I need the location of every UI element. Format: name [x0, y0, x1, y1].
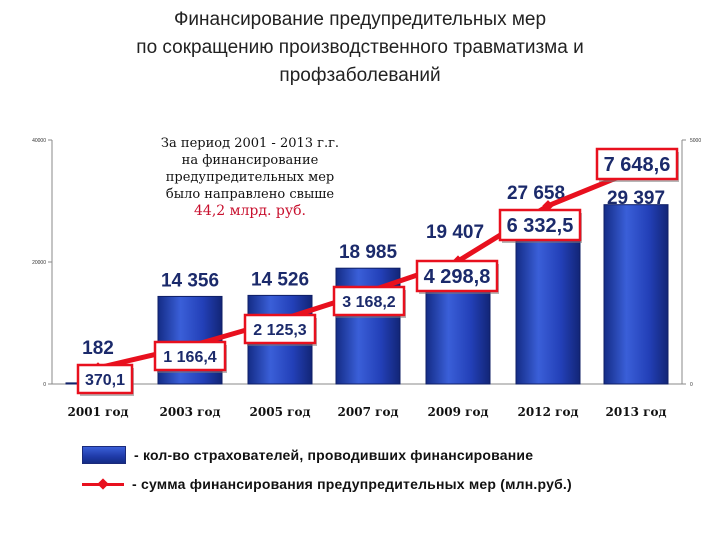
x-tick-label: 2007 год — [338, 405, 399, 419]
x-tick-label: 2003 год — [160, 405, 221, 419]
note-line-4: было направлено свыше — [165, 187, 335, 202]
note-line-2: на финансирование — [181, 153, 319, 168]
line-label-box — [332, 285, 406, 317]
y-right-tick-label: 5000 — [690, 138, 701, 144]
line-point — [542, 200, 554, 212]
line-value-label: 4 298,8 — [424, 266, 491, 288]
x-tick-label: 2009 год — [428, 405, 489, 419]
line-label-box — [76, 363, 134, 395]
summary-note: За период 2001 - 2013 г.г. на финансиров… — [135, 135, 365, 220]
legend-line-swatch — [82, 476, 124, 492]
x-tick-label: 2001 год — [68, 405, 129, 419]
note-line-3: предупредительных мер — [165, 170, 335, 185]
line-label-box — [153, 340, 227, 372]
line-value-label: 1 166,4 — [163, 349, 216, 366]
title-line-3: профзаболеваний — [279, 65, 441, 86]
bar-value-label: 29 397 — [607, 188, 665, 209]
bar-value-label: 14 356 — [161, 270, 219, 291]
legend-bar-swatch — [82, 446, 126, 464]
legend-line-text: - сумма финансирования предупредительных… — [132, 476, 572, 492]
line-label-box — [243, 313, 317, 345]
line-value-label: 7 648,6 — [604, 154, 671, 176]
bar-value-label: 18 985 — [339, 242, 398, 263]
line-label-box — [595, 147, 679, 181]
line-label-box — [415, 259, 499, 293]
note-line-1: За период 2001 - 2013 г.г. — [160, 136, 340, 151]
bar-value-label: 19 407 — [426, 222, 484, 243]
y-left-tick-label: 40000 — [32, 138, 46, 144]
bar — [603, 204, 669, 385]
line-value-label: 6 332,5 — [507, 215, 574, 237]
line-label-box — [498, 208, 582, 242]
bar-value-label: 27 658 — [507, 183, 565, 204]
legend-item-line: - сумма финансирования предупредительных… — [82, 471, 572, 497]
x-tick-label: 2005 год — [250, 405, 311, 419]
x-tick-label: 2013 год — [606, 405, 667, 419]
line-value-label: 370,1 — [85, 372, 125, 389]
y-left-tick-label: 20000 — [32, 260, 46, 266]
legend-bars-text: - кол-во страхователей, проводивших фина… — [134, 447, 534, 463]
bar-value-label: 14 526 — [251, 269, 309, 290]
y-right-tick-label: 0 — [690, 382, 693, 388]
y-left-tick-label: 0 — [43, 382, 46, 388]
chart-title: Финансирование предупредительных мер по … — [40, 6, 680, 90]
title-line-2: по сокращению производственного травмати… — [136, 37, 584, 58]
line-value-label: 2 125,3 — [253, 322, 306, 339]
legend-item-bars: - кол-во страхователей, проводивших фина… — [82, 442, 533, 468]
title-line-1: Финансирование предупредительных мер — [173, 9, 547, 30]
bar — [515, 214, 581, 385]
line-value-label: 3 168,2 — [342, 294, 395, 311]
note-amount: 44,2 млрд. руб. — [194, 203, 306, 219]
bar-value-label: 182 — [82, 338, 114, 359]
x-tick-label: 2012 год — [518, 405, 579, 419]
